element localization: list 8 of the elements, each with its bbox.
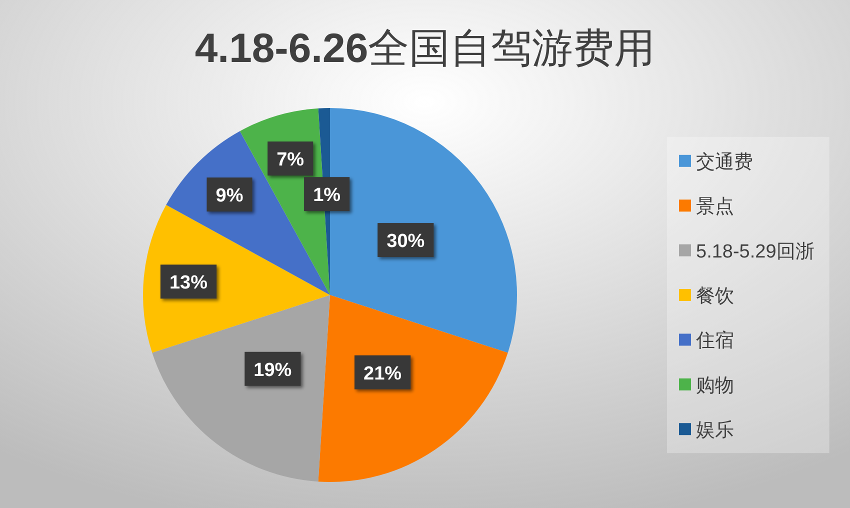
- data-label: 30%: [386, 231, 425, 252]
- title: 4.18-6.26全国自驾游费用: [194, 25, 656, 71]
- data-label: 21%: [364, 363, 402, 384]
- data-label: 1%: [313, 185, 341, 206]
- data-label: 19%: [254, 360, 292, 381]
- data-label: 7%: [276, 150, 304, 171]
- data-label: 9%: [216, 186, 244, 207]
- data-label: 13%: [169, 272, 208, 294]
